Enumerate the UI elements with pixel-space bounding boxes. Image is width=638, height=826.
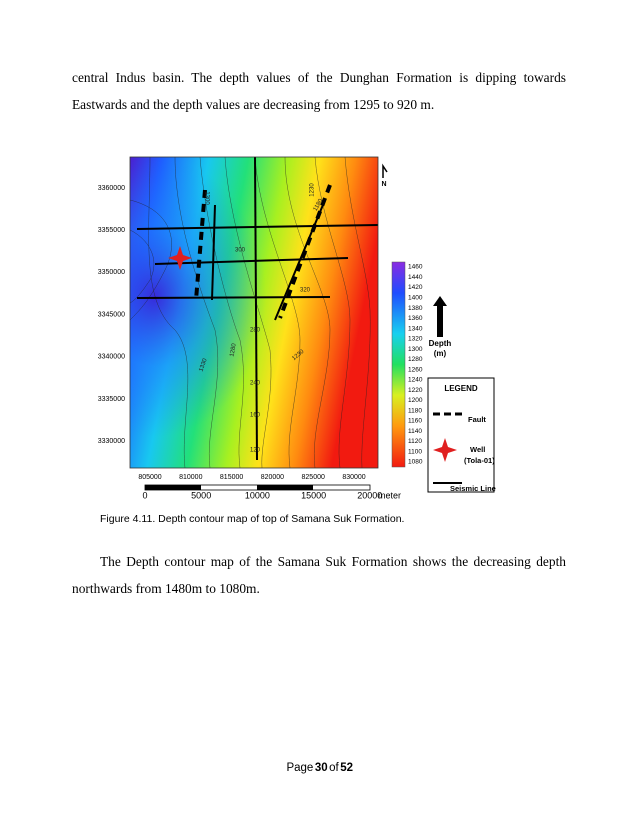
figure-caption: Figure 4.11. Depth contour map of top of… <box>100 513 405 525</box>
colorbar-label: 1380 <box>408 305 423 312</box>
colorbar-label: 1320 <box>408 336 423 343</box>
contour-lines <box>129 156 371 469</box>
colorbar-label: 1460 <box>408 264 423 271</box>
contour-label: 1280 <box>229 342 237 357</box>
contour-label: 160 <box>250 413 261 419</box>
colorbar-label: 1360 <box>408 315 423 322</box>
x-axis-label: 825000 <box>302 474 325 481</box>
scale-label: 10000 <box>245 490 270 500</box>
x-axis-label: 815000 <box>220 474 243 481</box>
footer-total: 52 <box>340 762 354 774</box>
colorbar-label: 1240 <box>408 377 423 384</box>
y-axis-label: 3335000 <box>98 396 125 403</box>
colorbar-label: 1420 <box>408 284 423 291</box>
colorbar-label: 1080 <box>408 459 423 466</box>
colorbar-label: 1340 <box>408 325 423 332</box>
well-marker <box>168 246 192 270</box>
scale-label: 20000 <box>357 490 382 500</box>
seismic-lines <box>136 156 379 461</box>
faults <box>194 184 332 319</box>
scale-label: 5000 <box>191 490 211 500</box>
colorbar-label: 1300 <box>408 346 423 353</box>
legend-label: Fault <box>468 415 486 424</box>
colorbar-label: 1400 <box>408 295 423 302</box>
colorbar-label: 1140 <box>408 428 422 435</box>
y-axis-label: 3340000 <box>98 354 125 361</box>
contour-label: 280 <box>250 328 261 334</box>
x-axis-label: 820000 <box>261 474 284 481</box>
colorbar <box>391 261 406 468</box>
legend-title: LEGEND <box>444 384 478 393</box>
legend-label: Seismic Line <box>450 484 496 493</box>
contour-label: 300 <box>235 248 246 254</box>
north-arrow <box>382 163 388 178</box>
footer-text: Page <box>286 762 314 774</box>
x-axis-label: 805000 <box>138 474 161 481</box>
colorbar-title: Depth <box>429 339 452 348</box>
y-axis-label: 3355000 <box>98 227 125 234</box>
page-footer: Page 30 of 52 <box>0 762 638 774</box>
map-frame <box>129 156 379 469</box>
colorbar-label: 1120 <box>408 438 422 445</box>
scale-label: 0 <box>142 490 147 500</box>
contour-label: 320 <box>300 288 311 294</box>
colorbar-label: 1160 <box>408 418 422 425</box>
contour-label: 120 <box>250 448 261 454</box>
colorbar-label: 1100 <box>408 448 422 455</box>
x-axis-label: 830000 <box>342 474 365 481</box>
colorbar-label: 1220 <box>408 387 423 394</box>
scale-label: 15000 <box>301 490 326 500</box>
footer-page: 30 <box>314 762 328 774</box>
colorbar-label: 1200 <box>408 397 423 404</box>
contour-label: 240 <box>250 381 261 387</box>
contour-label: 1180 <box>313 198 325 213</box>
north-label: N <box>381 181 386 188</box>
y-axis-label: 3330000 <box>98 438 125 445</box>
colorbar-label: 1280 <box>408 356 423 363</box>
y-axis-label: 3350000 <box>98 269 125 276</box>
legend-well-symbol <box>433 438 457 462</box>
colorbar-label: 1440 <box>408 274 423 281</box>
footer-text: of <box>329 762 339 774</box>
map-field-overlay <box>130 157 378 468</box>
scale-unit: meter <box>378 490 401 500</box>
scale-bar-segment <box>257 485 313 490</box>
contour-label: 1230 <box>310 183 316 197</box>
colorbar-label: 1180 <box>408 407 422 414</box>
paragraph: The Depth contour map of the Samana Suk … <box>72 554 566 596</box>
legend-box <box>427 377 495 493</box>
legend-label: (Tola-01) <box>464 456 495 465</box>
paragraph: central Indus basin. The depth values of… <box>72 70 566 112</box>
contour-label: 1330 <box>198 357 208 372</box>
depth-arrow <box>433 296 447 337</box>
colorbar-label: 1260 <box>408 366 423 373</box>
x-axis-label: 810000 <box>179 474 202 481</box>
y-axis-label: 3360000 <box>98 185 125 192</box>
contour-label: 1300 <box>203 191 209 205</box>
colorbar-title: (m) <box>434 349 447 358</box>
legend-label: Well <box>470 445 485 454</box>
scale-bar-segment <box>145 485 201 490</box>
y-axis-label: 3345000 <box>98 311 125 318</box>
